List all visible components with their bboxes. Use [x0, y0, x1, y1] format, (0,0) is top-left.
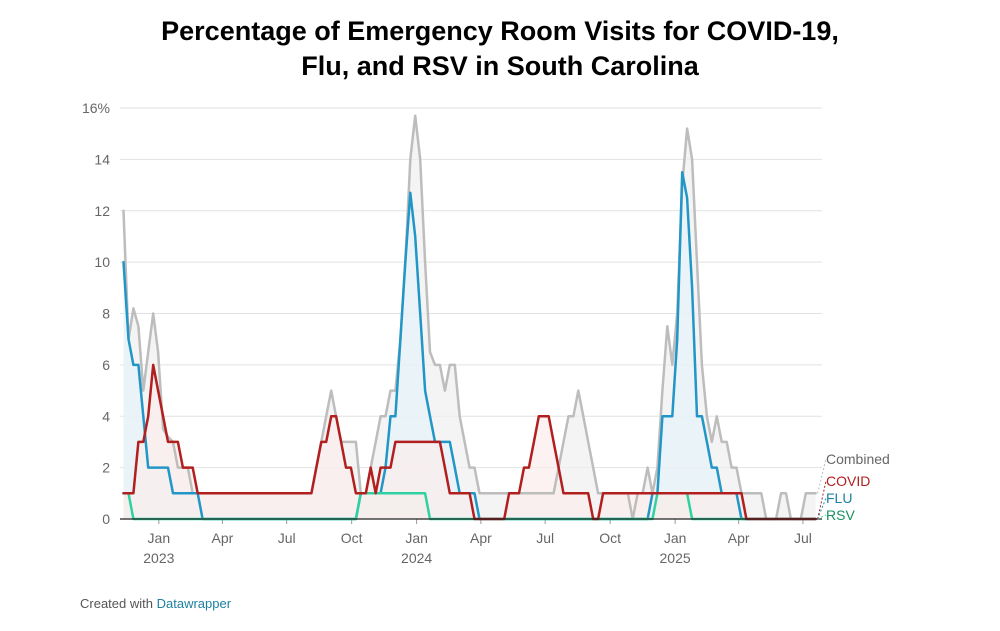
chart-title-line-2: Flu, and RSV in South Carolina — [301, 51, 699, 81]
x-tick-label: Jul — [794, 530, 812, 546]
x-tick-label: Jan — [405, 530, 428, 546]
x-tick-label: Apr — [212, 530, 234, 546]
series-label-combined: Combined — [826, 451, 890, 467]
x-tick-label: Jul — [536, 530, 554, 546]
x-tick-label: Apr — [728, 530, 750, 546]
label-connector-rsv — [817, 514, 827, 520]
footer-prefix: Created with — [80, 596, 153, 611]
area-combined — [123, 115, 816, 519]
chart-title: Percentage of Emergency Room Visits for … — [80, 14, 920, 84]
series-line-covid — [122, 363, 817, 521]
x-tick-year-label: 2025 — [660, 550, 691, 566]
chart-title-line-1: Percentage of Emergency Room Visits for … — [161, 16, 839, 46]
label-connector-flu — [817, 497, 827, 520]
y-tick-label: 16% — [82, 100, 110, 116]
datawrapper-link[interactable]: Datawrapper — [156, 596, 232, 611]
series-label-covid: COVID — [826, 473, 870, 489]
area-covid — [123, 364, 816, 519]
series-label-rsv: RSV — [826, 507, 855, 523]
x-tick-label: Apr — [470, 530, 492, 546]
y-tick-label: 0 — [102, 511, 110, 527]
series-label-flu: FLU — [826, 490, 852, 506]
y-tick-label: 2 — [102, 460, 110, 476]
y-tick-label: 12 — [94, 203, 110, 219]
x-tick-label: Jul — [278, 530, 296, 546]
footer-credit: Created with Datawrapper — [80, 596, 231, 611]
label-connector-covid — [817, 480, 827, 520]
x-tick-label: Oct — [341, 530, 363, 546]
x-tick-label: Oct — [599, 530, 621, 546]
x-tick-year-label: 2023 — [143, 550, 174, 566]
y-tick-label: 6 — [102, 357, 110, 373]
x-tick-label: Jan — [148, 530, 171, 546]
series-line-flu — [122, 170, 817, 521]
x-tick-year-label: 2024 — [401, 550, 432, 566]
y-tick-label: 4 — [102, 408, 110, 424]
y-tick-label: 8 — [102, 306, 110, 322]
y-tick-label: 14 — [94, 151, 110, 167]
x-tick-label: Jan — [664, 530, 687, 546]
label-connector-combined — [817, 458, 827, 494]
y-tick-label: 10 — [94, 254, 110, 270]
